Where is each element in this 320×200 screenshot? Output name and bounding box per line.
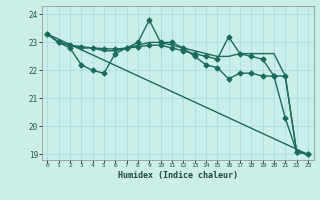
X-axis label: Humidex (Indice chaleur): Humidex (Indice chaleur) xyxy=(118,171,237,180)
